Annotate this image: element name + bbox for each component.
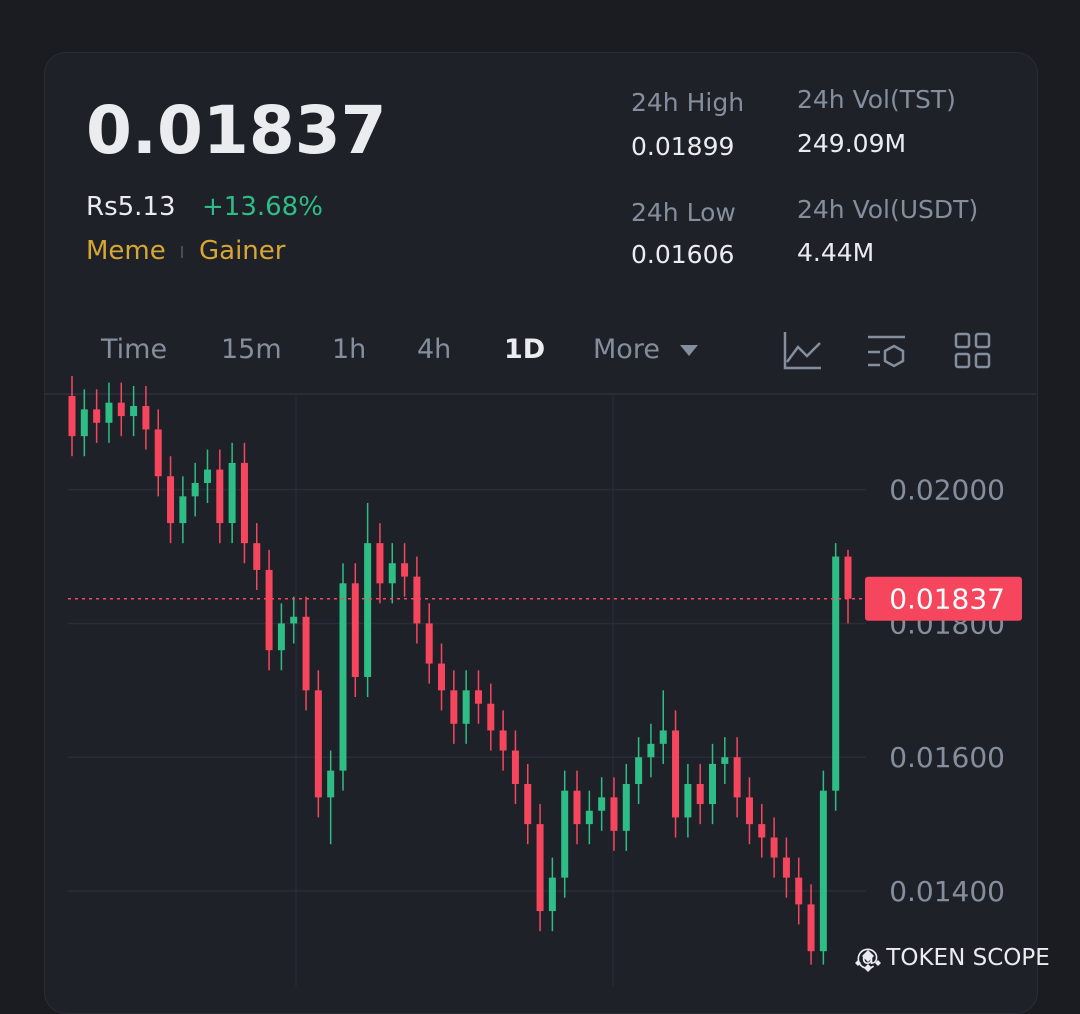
candle-body: [647, 743, 655, 758]
candle-body: [277, 623, 285, 651]
candle-body: [93, 409, 101, 423]
icons: [44, 332, 1036, 986]
stat-label: 24h High: [631, 88, 745, 117]
stat-value: 0.01899: [631, 132, 735, 161]
candle-body: [253, 543, 261, 570]
tab[interactable]: More: [593, 334, 660, 365]
stat-value: 0.01606: [631, 240, 735, 269]
dropdown-arrow[interactable]: [680, 345, 698, 356]
candle-body: [721, 757, 729, 764]
candle-body: [327, 770, 335, 798]
page: 0.01837 Rs5.13 +13.68% Meme Gainer 24h H…: [44, 52, 1050, 1014]
candle-body: [684, 783, 692, 818]
candle-body: [142, 406, 150, 430]
candle-body: [733, 757, 741, 798]
candle-body: [117, 402, 125, 417]
candle-body: [290, 616, 298, 624]
candle-body: [511, 750, 519, 784]
candle-body: [487, 703, 495, 731]
candle-body: [832, 556, 840, 791]
tab-active[interactable]: 1D: [504, 334, 546, 365]
y-tick-label: 0.02000: [889, 474, 1005, 507]
candle-body: [770, 837, 778, 858]
candle-body: [610, 797, 618, 831]
candle-body: [68, 396, 76, 437]
candle-body: [696, 783, 704, 805]
indicator-icon[interactable]: [783, 332, 821, 370]
candle-body: [635, 757, 643, 784]
stat-label: 24h Low: [631, 198, 736, 227]
logo: [855, 950, 881, 972]
candle-body: [105, 402, 113, 423]
y-tick-label: 0.01600: [889, 741, 1005, 774]
tab[interactable]: 4h: [417, 334, 452, 365]
candle-body: [622, 783, 630, 831]
candle-body: [672, 730, 680, 818]
candle-body: [425, 623, 433, 664]
tab[interactable]: 15m: [221, 334, 282, 365]
candle-body: [314, 690, 322, 798]
candle-body: [191, 482, 199, 497]
candle-body: [154, 429, 162, 477]
candle-body: [240, 462, 248, 544]
candle-body: [745, 797, 753, 825]
stat-value: 4.44M: [797, 238, 875, 267]
watermark: @ TOKEN SCOPE: [856, 945, 1050, 971]
candle-body: [819, 790, 827, 952]
candle-body: [167, 476, 175, 524]
candle-body: [130, 406, 138, 417]
candle-body: [536, 824, 544, 912]
candle-body: [203, 469, 211, 483]
stat-label: 24h Vol(TST): [797, 85, 956, 114]
tag[interactable]: Meme: [86, 236, 166, 266]
candle-body: [351, 583, 359, 677]
tab[interactable]: 1h: [332, 334, 367, 365]
candle-body: [302, 616, 310, 691]
y-tick-label: 0.01400: [889, 875, 1005, 908]
candle-body: [474, 690, 482, 704]
settings-icon[interactable]: [868, 335, 905, 368]
candle-body: [450, 690, 458, 724]
last-price-box: [865, 576, 1022, 621]
candle-body: [659, 730, 667, 744]
candle-body: [265, 569, 273, 651]
candle-body: [179, 496, 187, 524]
candle-body: [844, 556, 852, 599]
candle-body: [524, 783, 532, 825]
candle-body: [401, 563, 409, 577]
candle-body: [709, 763, 717, 805]
candle-body: [364, 543, 372, 677]
candle-body: [216, 469, 224, 524]
change: +13.68%: [202, 192, 323, 222]
candle-body: [499, 730, 507, 751]
tag[interactable]: Gainer: [199, 236, 286, 266]
candle-body: [795, 877, 803, 905]
candle-body: [758, 824, 766, 838]
candle-body: [548, 877, 556, 912]
candle-body: [782, 857, 790, 878]
stat-value: 249.09M: [797, 129, 907, 158]
price: 0.01837: [86, 92, 387, 169]
candle-body: [807, 904, 815, 952]
stat-label: 24h Vol(USDT): [797, 195, 979, 224]
candle-body: [573, 790, 581, 825]
candle-body: [462, 690, 470, 724]
candle-body: [228, 462, 236, 524]
candle-body: [80, 409, 88, 437]
candle-body: [413, 576, 421, 624]
candle-body: [561, 790, 569, 878]
last-price-label: 0.01837: [889, 583, 1005, 616]
fiat-price: Rs5.13: [86, 192, 176, 222]
tab[interactable]: Time: [101, 334, 168, 365]
candle-body: [376, 543, 384, 584]
layout-icon[interactable]: [954, 332, 991, 369]
candle-body: [438, 663, 446, 691]
separator: [181, 246, 183, 258]
candle-body: [585, 810, 593, 825]
candle-body: [339, 583, 347, 771]
candle-body: [598, 797, 606, 811]
candle-body: [388, 563, 396, 584]
